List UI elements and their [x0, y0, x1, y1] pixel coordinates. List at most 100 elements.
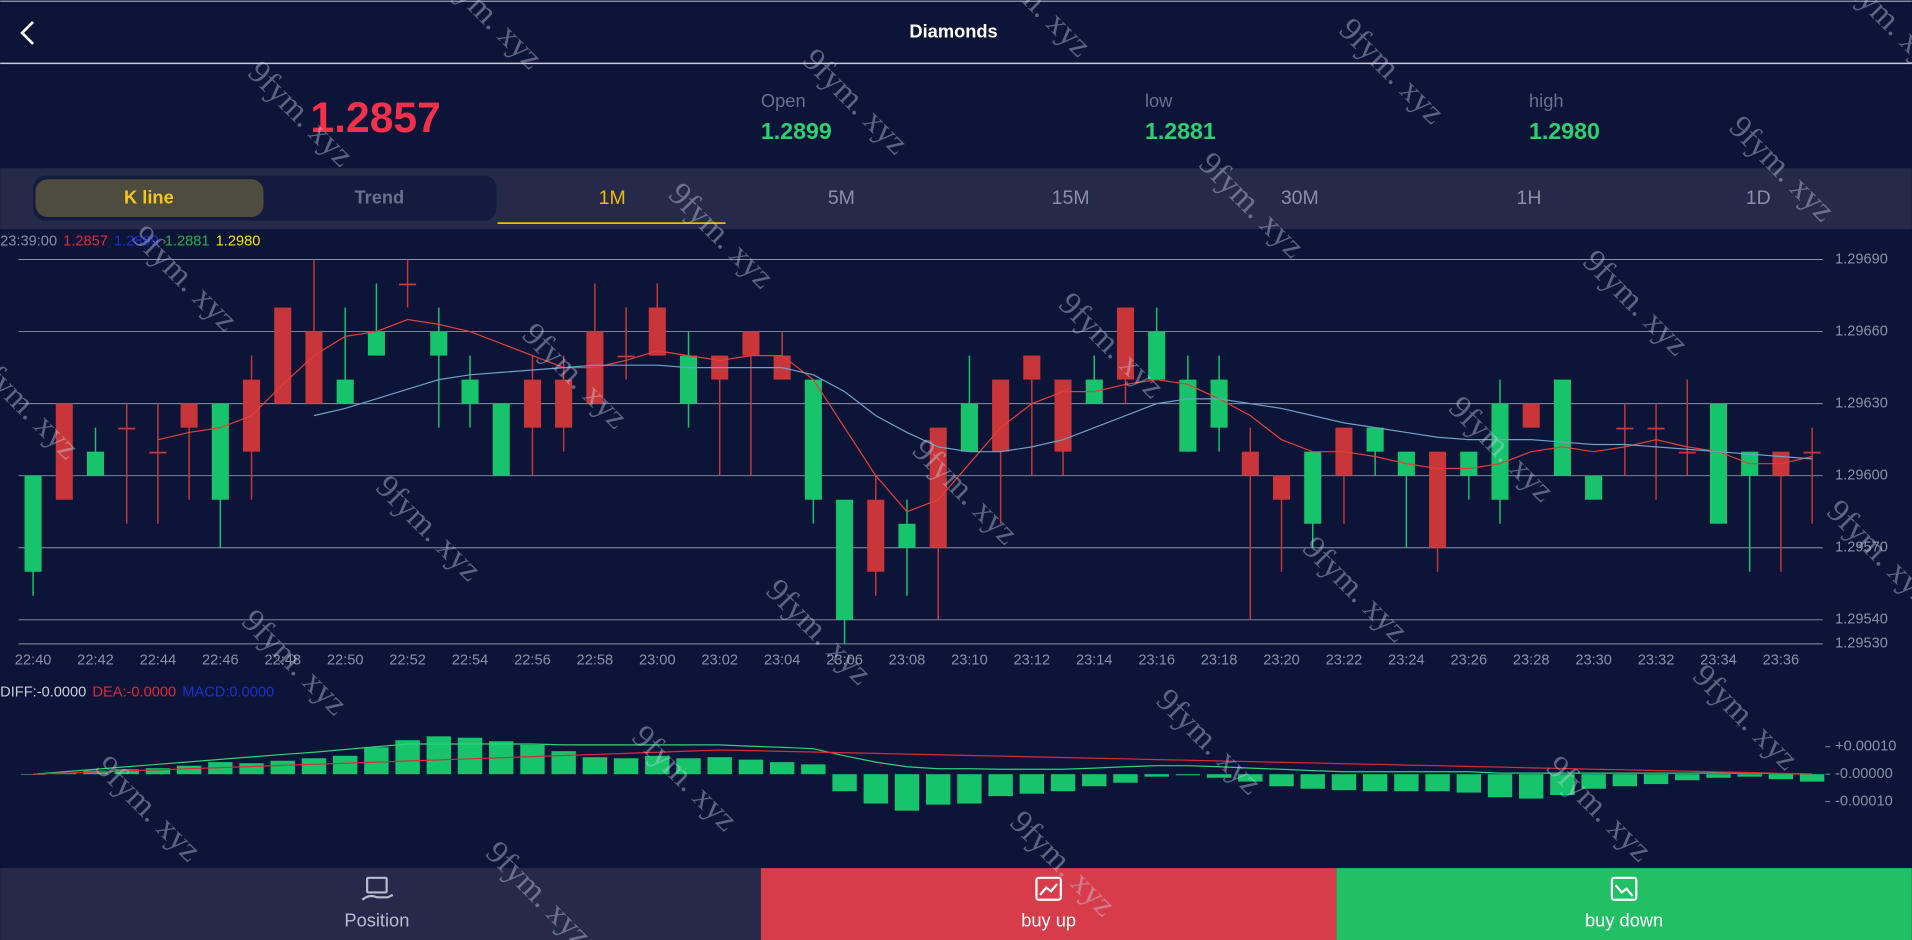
moving-average [157, 318, 1813, 513]
x-tick-label: 23:26 [1450, 653, 1487, 669]
x-tick-label: 23:08 [889, 653, 926, 669]
macd-bar [832, 774, 857, 792]
button-label: buy up [1021, 910, 1076, 931]
candle-body [648, 307, 666, 356]
x-tick-label: 22:48 [264, 653, 301, 669]
macd-bar [1238, 774, 1263, 782]
macd-bar [1394, 774, 1419, 792]
candle-body [1429, 451, 1447, 548]
candle-body [461, 379, 479, 404]
quote-stats: Open 1.2899 low 1.2881 high 1.2980 [761, 90, 1600, 144]
candle-body [804, 379, 822, 500]
macd-bar [1675, 774, 1700, 781]
macd-bar [20, 774, 46, 775]
macd-bar [988, 774, 1013, 797]
stat-value: 1.2881 [1145, 118, 1216, 144]
indicator-label: DEA:-0.0000 [92, 684, 176, 700]
x-tick-label: 22:42 [77, 653, 114, 669]
candle-body [86, 451, 105, 476]
candle-body [492, 403, 510, 476]
macd-bar [520, 744, 545, 775]
macd-bar [1269, 774, 1294, 787]
button-label: buy down [1585, 910, 1663, 931]
macd-bar [395, 740, 420, 775]
macd-bar [1050, 774, 1076, 792]
macd-bar [176, 765, 202, 775]
macd-bar [613, 758, 639, 775]
macd-bar [1487, 774, 1513, 798]
macd-bar [1768, 774, 1794, 780]
candle-body [274, 307, 292, 404]
y-tick-label: -0.00010 [1835, 793, 1893, 809]
candle-body [24, 475, 42, 572]
macd-bar [769, 762, 795, 775]
y-tick-label: 1.29660 [1835, 323, 1888, 339]
candle-body [211, 403, 229, 500]
buy-up-icon [1035, 876, 1062, 901]
candle-body [1272, 475, 1291, 500]
y-tick-label: +0.00010 [1835, 739, 1896, 755]
x-tick-label: 22:50 [327, 653, 364, 669]
position-button[interactable] [0, 868, 761, 940]
x-tick-label: 23:00 [639, 653, 676, 669]
candle-body [1647, 427, 1665, 430]
period-tab[interactable]: 5M [828, 187, 855, 209]
period-tab[interactable]: 1M [599, 187, 626, 209]
indicator-label: DIFF:-0.0000 [0, 684, 86, 700]
candle-body [742, 331, 760, 356]
x-tick-label: 23:10 [951, 653, 988, 669]
period-tab[interactable]: 1D [1746, 187, 1771, 209]
candle-body [1553, 379, 1571, 476]
toggle-option[interactable]: Trend [354, 187, 404, 208]
y-tick-label: 1.29530 [1835, 636, 1888, 652]
moving-average [313, 364, 1813, 460]
candle-body [367, 331, 385, 356]
x-tick-label: 23:06 [826, 653, 863, 669]
candle-body [1179, 379, 1197, 452]
candle-body [555, 379, 573, 428]
macd-bar [894, 774, 920, 811]
kline-chart: 23:39:00 1.2857 1.2899 1.2881 1.2980 1.29690 1… [0, 233, 1888, 668]
candle-body [1585, 475, 1603, 500]
macd-bar [1643, 774, 1669, 785]
buy-down-button[interactable] [1336, 868, 1912, 940]
toggle-option[interactable]: K line [124, 187, 174, 208]
macd-bar [676, 758, 701, 775]
candle-body [867, 499, 885, 572]
x-tick-label: 23:14 [1076, 653, 1113, 669]
x-tick-label: 23:12 [1014, 653, 1051, 669]
back-button[interactable] [20, 20, 35, 45]
stat-label: Open [761, 90, 806, 111]
candle-body [1148, 331, 1166, 380]
macd-bar [1019, 774, 1045, 794]
period-tab[interactable]: 30M [1281, 187, 1319, 209]
macd-chart: DIFF:-0.0000 DEA:-0.0000 MACD:0.0000 +0.000… [0, 684, 1896, 811]
macd-bar [926, 774, 951, 805]
y-tick-label: 1.29540 [1835, 612, 1888, 628]
candle-body [836, 499, 854, 620]
x-tick-label: 23:04 [764, 653, 801, 669]
macd-bar [1331, 774, 1357, 791]
macd-bar [364, 747, 389, 775]
candle-body [679, 355, 698, 404]
macd-bar [1300, 774, 1325, 789]
buy-up-button[interactable] [760, 868, 1337, 940]
macd-bar [114, 769, 139, 775]
period-tab[interactable]: 15M [1052, 187, 1090, 209]
candle-body [1304, 451, 1322, 524]
macd-bar [1706, 774, 1731, 778]
indicator-label: 1.2980 [216, 233, 261, 249]
macd-bar [551, 751, 576, 775]
macd-bar [239, 763, 264, 775]
period-tab[interactable]: 1H [1517, 187, 1542, 209]
candle-body [1023, 355, 1041, 380]
macd-bar [1799, 774, 1825, 782]
page-title: Diamonds [909, 21, 997, 42]
macd-bar [738, 759, 764, 775]
macd-bar [1082, 774, 1107, 787]
y-tick-label: 1.29630 [1835, 395, 1888, 411]
x-tick-label: 22:46 [202, 653, 239, 669]
candle-body [929, 427, 947, 548]
x-tick-label: 23:36 [1763, 653, 1800, 669]
